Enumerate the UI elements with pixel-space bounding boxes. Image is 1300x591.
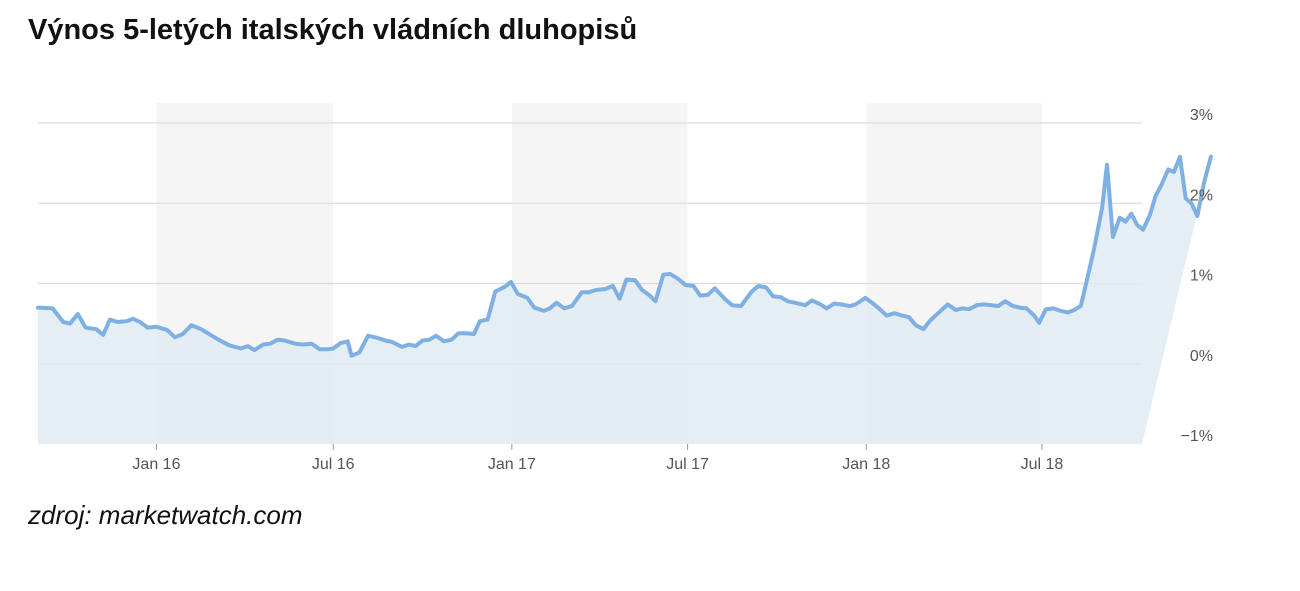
y-tick-label: 1% [1190, 268, 1213, 285]
y-axis: 3% 2% 1% 0% −1% [1181, 107, 1213, 445]
chart-title: Výnos 5-letých italských vládních dluhop… [28, 14, 638, 46]
x-tick-label: Jul 18 [1021, 456, 1064, 473]
source-note: zdroj: marketwatch.com [28, 500, 303, 530]
yield-line [36, 154, 1213, 358]
x-tick-label: Jan 18 [842, 456, 890, 473]
y-tick-label: 0% [1190, 348, 1213, 365]
x-tick-label: Jan 16 [132, 456, 180, 473]
x-tick-label: Jul 17 [666, 456, 709, 473]
x-axis: Jan 16 Jul 16 Jan 17 Jul 17 Jan 18 Jul 18 [132, 444, 1063, 473]
x-tick-label: Jul 16 [312, 456, 355, 473]
y-tick-label: 2% [1190, 187, 1213, 204]
yield-area [38, 156, 1211, 444]
x-tick-label: Jan 17 [488, 456, 536, 473]
y-tick-label: −1% [1181, 428, 1213, 445]
y-tick-label: 3% [1190, 107, 1213, 124]
